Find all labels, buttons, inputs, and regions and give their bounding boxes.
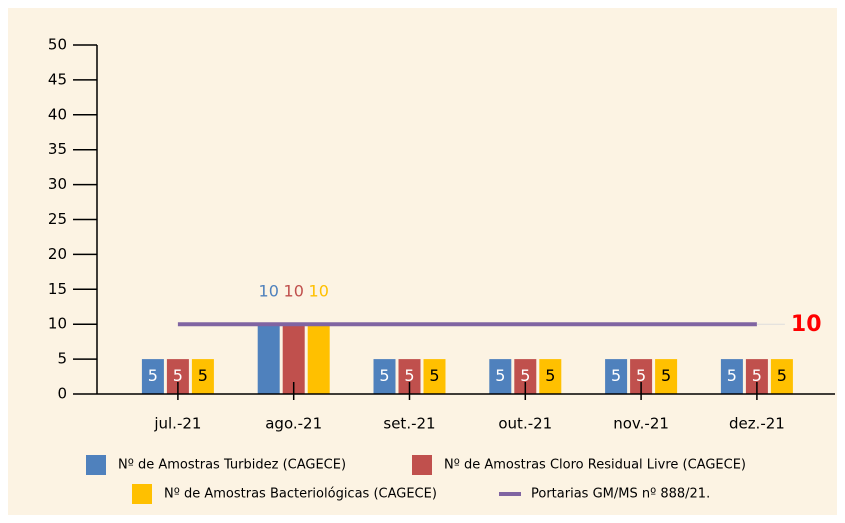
- legend-swatch: [499, 492, 521, 496]
- y-tick-label: 15: [48, 280, 67, 298]
- legend-label: Nº de Amostras Bacteriológicas (CAGECE): [164, 487, 437, 502]
- bar: [373, 359, 396, 394]
- data-label: 5: [727, 366, 737, 385]
- x-tick-label: nov.-21: [613, 415, 669, 433]
- chart-background: [8, 8, 837, 515]
- bar: [423, 359, 446, 394]
- bar: [720, 359, 743, 394]
- x-tick-label: dez.-21: [729, 415, 785, 433]
- legend-label: Portarias GM/MS nº 888/21.: [531, 487, 710, 502]
- y-tick-label: 0: [57, 385, 67, 403]
- data-label: 10: [309, 282, 329, 301]
- data-label: 10: [284, 282, 304, 301]
- bar: [257, 324, 280, 394]
- bar: [191, 359, 214, 394]
- y-tick-label: 25: [48, 210, 67, 228]
- y-tick-label: 20: [48, 245, 67, 263]
- y-tick-label: 5: [57, 350, 67, 368]
- legend-swatch: [132, 484, 152, 504]
- bar: [745, 359, 768, 394]
- data-label: 5: [545, 366, 555, 385]
- bar: [539, 359, 562, 394]
- data-label: 5: [495, 366, 505, 385]
- data-label: 5: [148, 366, 158, 385]
- bar: [489, 359, 512, 394]
- data-label: 10: [259, 282, 279, 301]
- x-tick-label: set.-21: [383, 415, 435, 433]
- data-label: 5: [777, 366, 787, 385]
- x-tick-label: jul.-21: [153, 415, 201, 433]
- x-tick-label: out.-21: [498, 415, 552, 433]
- bar: [630, 359, 653, 394]
- legend-label: Nº de Amostras Turbidez (CAGECE): [118, 458, 346, 473]
- data-label: 5: [520, 366, 530, 385]
- y-tick-label: 40: [48, 105, 67, 123]
- data-label: 5: [752, 366, 762, 385]
- y-tick-label: 30: [48, 175, 67, 193]
- y-tick-label: 45: [48, 70, 67, 88]
- bar: [307, 324, 330, 394]
- bar: [141, 359, 164, 394]
- y-tick-label: 35: [48, 140, 67, 158]
- data-label: 5: [661, 366, 671, 385]
- bar: [282, 324, 305, 394]
- y-tick-label: 10: [48, 315, 67, 333]
- data-label: 5: [429, 366, 439, 385]
- bar: [166, 359, 189, 394]
- data-label: 5: [404, 366, 414, 385]
- bar: [605, 359, 628, 394]
- data-label: 5: [173, 366, 183, 385]
- legend-swatch: [412, 455, 432, 475]
- bar: [398, 359, 421, 394]
- x-tick-label: ago.-21: [265, 415, 322, 433]
- data-label: 10: [791, 312, 822, 337]
- data-label: 5: [379, 366, 389, 385]
- bar: [514, 359, 537, 394]
- bar: [770, 359, 793, 394]
- legend-swatch: [86, 455, 106, 475]
- y-tick-label: 50: [48, 36, 67, 54]
- data-label: 5: [611, 366, 621, 385]
- data-label: 5: [636, 366, 646, 385]
- data-label: 5: [198, 366, 208, 385]
- bar: [655, 359, 678, 394]
- legend-label: Nº de Amostras Cloro Residual Livre (CAG…: [444, 458, 746, 473]
